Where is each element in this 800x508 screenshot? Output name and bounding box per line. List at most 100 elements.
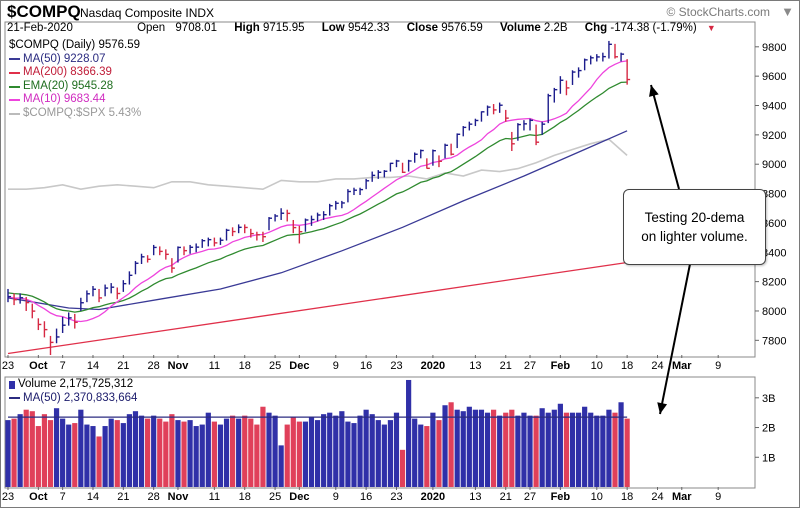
volume-bar: [509, 409, 515, 487]
ma200-line: [7, 261, 628, 355]
volume-tick-label: 2B: [762, 423, 775, 435]
volume-bar: [478, 409, 485, 487]
volume-bar: [418, 424, 424, 487]
volume-x-label: 7: [60, 491, 66, 503]
chart-menu-icon[interactable]: ▼: [781, 4, 794, 19]
volume-x-label: 21: [117, 491, 129, 503]
price-x-label: 28: [148, 360, 160, 372]
price-x-label: 25: [269, 360, 281, 372]
volume-bar: [606, 409, 612, 487]
volume-x-label: Mar: [672, 491, 692, 503]
volume-bar: [96, 436, 102, 487]
price-tick-label: 9600: [762, 71, 786, 83]
legend-volume-ma-label: MA(50) 2,370,833,664: [23, 391, 138, 404]
ma50-line: [7, 130, 628, 311]
volume-bar: [351, 423, 357, 487]
legend-ma10-swatch: [9, 99, 20, 102]
price-x-label: 11: [209, 360, 220, 372]
volume-bar: [308, 417, 315, 487]
volume-bar: [23, 409, 29, 487]
volume-x-label: 14: [87, 491, 99, 503]
volume-bar: [72, 423, 78, 487]
volume-bar: [594, 415, 600, 487]
price-x-label: 14: [87, 360, 99, 372]
price-x-label: Oct: [29, 360, 48, 372]
volume-bar: [254, 424, 260, 487]
volume-bar: [217, 424, 224, 487]
price-x-label: 13: [469, 360, 481, 372]
volume-bar: [375, 420, 381, 487]
volume-x-label: 2020: [421, 491, 445, 503]
price-tick-label: 9000: [762, 159, 786, 171]
volume-bar: [205, 412, 211, 487]
close-value: 9576.59: [441, 22, 483, 34]
volume-label: Volume: [500, 22, 541, 34]
price-tick-label: 9400: [762, 101, 786, 113]
annotation-line-1: Testing 20-dema: [644, 210, 745, 225]
stockcharts-logo: © StockCharts.com: [666, 5, 770, 19]
legend-ema20-swatch: [9, 85, 20, 88]
volume-bar: [126, 414, 132, 487]
legend-volume-ma-swatch: [9, 397, 20, 400]
legend-volume-label: Volume 2,175,725,312: [18, 378, 134, 390]
volume-bar: [242, 415, 248, 487]
volume-bar: [357, 415, 363, 487]
volume-x-label: 10: [591, 491, 603, 503]
volume-bar: [157, 418, 163, 487]
volume-x-label: Feb: [551, 491, 571, 503]
price-x-label: 18: [621, 360, 633, 372]
price-x-label: 9: [715, 360, 721, 372]
volume-bar: [333, 415, 339, 487]
volume-bar: [345, 421, 351, 487]
volume-x-label: 16: [360, 491, 372, 503]
volume-x-label: 27: [524, 491, 536, 503]
chg-label: Chg: [584, 22, 608, 34]
low-label: Low: [321, 22, 345, 34]
volume-bar: [35, 426, 41, 487]
volume-value: 2.2B: [543, 22, 568, 34]
volume-x-label: 11: [209, 491, 220, 503]
volume-bar: [588, 412, 594, 487]
price-tick-label: 9200: [762, 130, 786, 142]
volume-bar: [314, 420, 321, 487]
legend-ema20-label: EMA(20) 9545.28: [23, 79, 114, 92]
volume-bar: [193, 426, 199, 487]
price-x-label: Nov: [168, 360, 190, 372]
price-x-label: 21: [117, 360, 129, 372]
legend-rel-swatch: [9, 112, 20, 115]
volume-bar: [612, 412, 618, 487]
volume-bar: [491, 409, 497, 487]
volume-bar: [278, 445, 284, 487]
volume-x-label: 23: [2, 491, 14, 503]
legend-rel: $COMPQ:$SPX 5.43%: [9, 107, 141, 121]
volume-bar: [393, 412, 400, 487]
volume-bar: [11, 418, 17, 487]
high-label: High: [234, 22, 260, 34]
volume-bar: [327, 412, 333, 487]
volume-bar: [539, 408, 545, 487]
volume-bar: [181, 421, 187, 487]
price-tick-label: 9800: [762, 42, 786, 54]
legend-ma200-swatch: [9, 71, 20, 74]
volume-bar: [302, 421, 309, 487]
price-tick-label: 8000: [762, 306, 786, 318]
quote-row: 21-Feb-2020 Open 9708.01 High 9715.95 Lo…: [7, 22, 730, 34]
volume-bar: [563, 412, 570, 487]
volume-bar: [248, 418, 254, 487]
volume-bar: [533, 415, 539, 487]
volume-bar: [454, 409, 460, 487]
volume-bar: [284, 424, 290, 487]
volume-bar: [145, 418, 151, 487]
price-x-label: 27: [524, 360, 536, 372]
volume-bar: [406, 379, 412, 487]
price-x-label: 2020: [421, 360, 445, 372]
volume-x-label: 23: [390, 491, 402, 503]
legend-price-label: $COMPQ (Daily) 9576.59: [9, 39, 141, 51]
legend-volume: Volume 2,175,725,312: [9, 378, 137, 392]
price-tick-label: 7800: [762, 335, 786, 347]
price-tick-label: 8800: [762, 189, 786, 201]
volume-bar: [84, 424, 90, 487]
chg-down-icon: ▼: [706, 23, 716, 33]
price-x-label: Dec: [289, 360, 309, 372]
legend-price: $COMPQ (Daily) 9576.59: [9, 39, 141, 53]
